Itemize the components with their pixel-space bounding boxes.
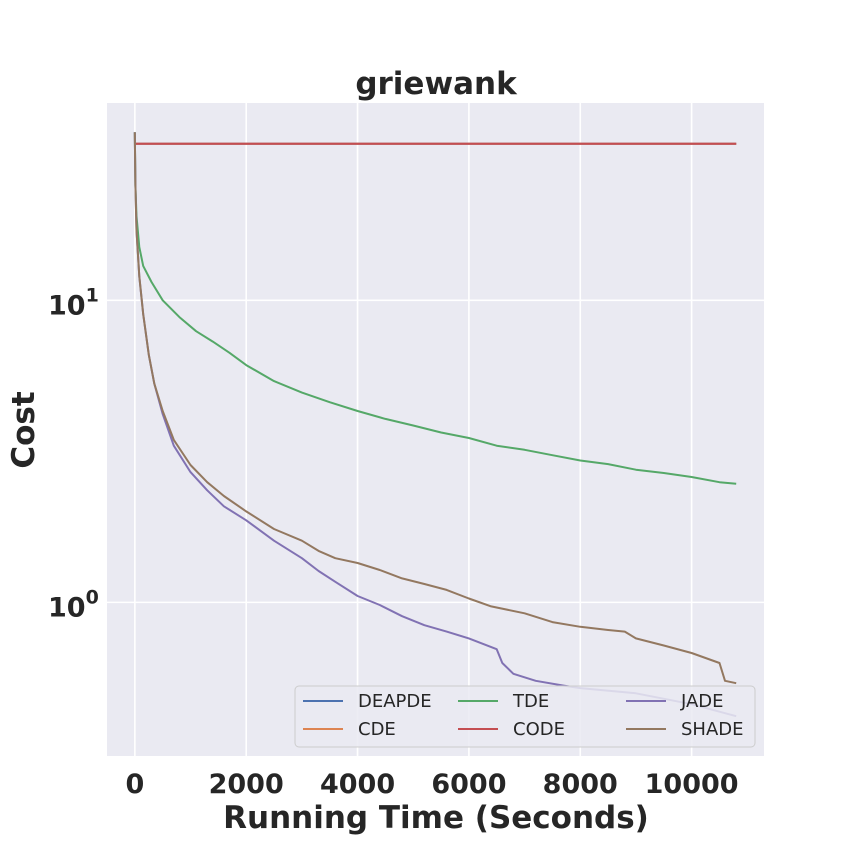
y-tick-label: 100 bbox=[48, 586, 99, 623]
legend-label: JADE bbox=[680, 691, 724, 712]
legend-label: TDE bbox=[512, 691, 549, 712]
x-axis-ticks: 0 2000 4000 6000 8000 10000 bbox=[125, 769, 738, 800]
series-line-shade bbox=[133, 132, 737, 685]
y-tick-exponent: 1 bbox=[86, 284, 99, 306]
legend: DEAPDE CDE TDE CODE JADE SHADE bbox=[294, 685, 756, 748]
legend-label: CODE bbox=[513, 719, 565, 740]
series-line-tde bbox=[133, 132, 737, 485]
series-lines bbox=[133, 132, 737, 718]
legend-label: DEAPDE bbox=[358, 691, 432, 712]
y-axis-label: Cost bbox=[6, 391, 42, 468]
x-tick-label: 0 bbox=[125, 769, 144, 800]
y-tick-exponent: 0 bbox=[86, 586, 99, 608]
chart-title: griewank bbox=[355, 66, 518, 102]
plot-area bbox=[107, 103, 764, 756]
grid bbox=[107, 103, 764, 756]
x-tick-label: 8000 bbox=[543, 769, 618, 800]
x-tick-label: 4000 bbox=[320, 769, 395, 800]
x-tick-label: 2000 bbox=[209, 769, 284, 800]
y-tick-base: 10 bbox=[48, 290, 86, 321]
x-axis-label: Running Time (Seconds) bbox=[223, 800, 649, 836]
legend-label: SHADE bbox=[681, 719, 744, 740]
y-tick-label: 101 bbox=[48, 284, 99, 321]
x-tick-label: 6000 bbox=[431, 769, 506, 800]
y-tick-base: 10 bbox=[48, 592, 86, 623]
legend-label: CDE bbox=[358, 719, 396, 740]
x-tick-label: 10000 bbox=[645, 769, 739, 800]
